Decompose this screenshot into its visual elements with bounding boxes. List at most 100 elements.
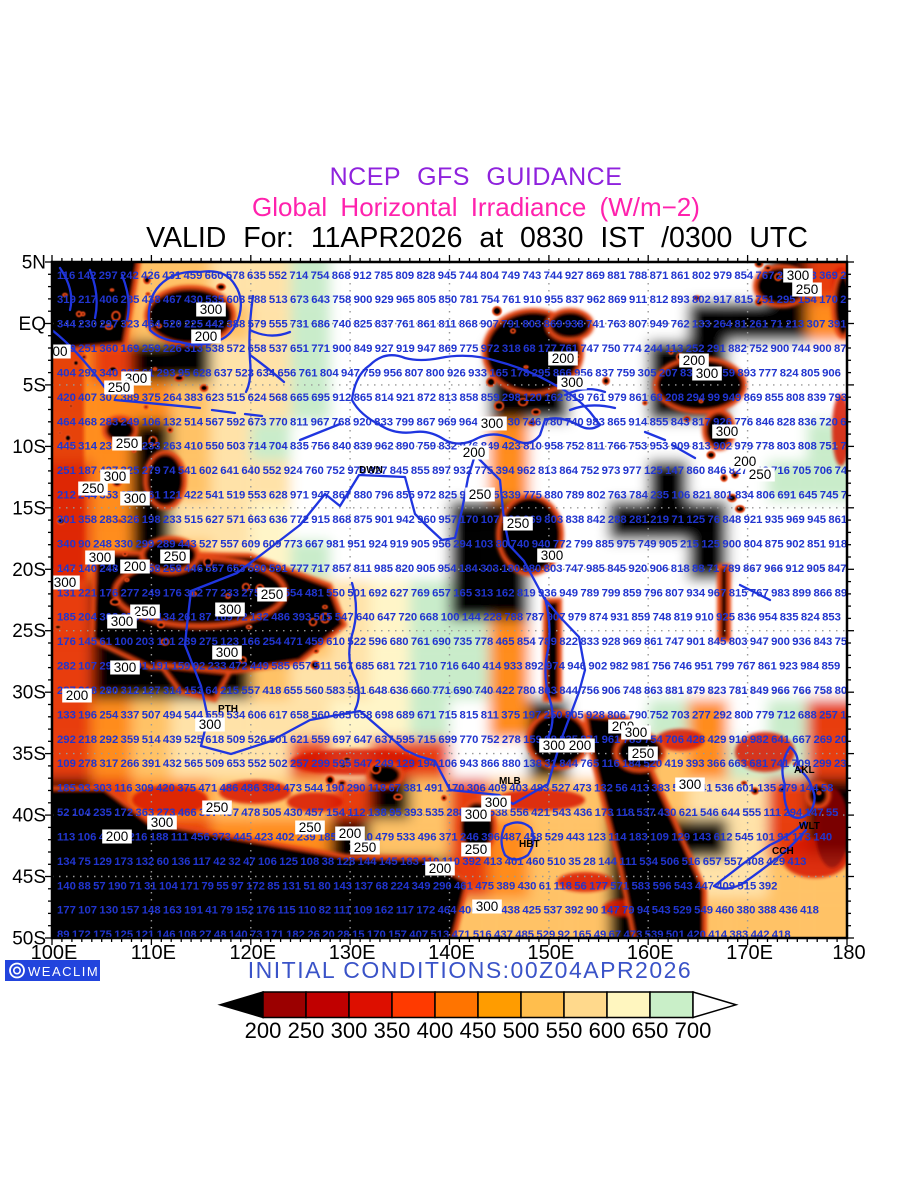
svg-text:15S: 15S xyxy=(12,498,46,519)
svg-text:250: 250 xyxy=(134,604,157,619)
svg-text:147 140 248 306 158 258 446 55: 147 140 248 306 158 258 446 557 653 590 … xyxy=(57,563,847,575)
svg-text:185 204 308 273 88 134 261 87: 185 204 308 273 88 134 261 87 169 72 132… xyxy=(57,612,841,624)
svg-text:VALID For: 11APR2026 at 0830 I: VALID For: 11APR2026 at 0830 IST /0300 U… xyxy=(146,222,808,254)
svg-text:404 292 340 225 61 293 95 628: 404 292 340 225 61 293 95 628 637 523 63… xyxy=(57,368,841,380)
svg-text:300: 300 xyxy=(104,469,127,484)
svg-text:300: 300 xyxy=(481,416,504,431)
svg-text:00: 00 xyxy=(52,344,67,359)
svg-text:340 90 248 330 299 289 443 527: 340 90 248 330 299 289 443 527 557 609 6… xyxy=(57,538,847,550)
svg-text:250: 250 xyxy=(507,516,530,531)
svg-text:300: 300 xyxy=(216,645,239,660)
svg-text:PTH: PTH xyxy=(218,704,238,715)
svg-text:250: 250 xyxy=(299,820,322,835)
svg-text:116 142 297 242 426 431 459 66: 116 142 297 242 426 431 459 660 578 635 … xyxy=(57,270,859,282)
svg-text:185 93 303 116 309 420 375 471: 185 93 303 116 309 420 375 471 486 486 3… xyxy=(57,783,833,795)
svg-text:20S: 20S xyxy=(12,560,46,581)
svg-text:170E: 170E xyxy=(726,942,773,964)
svg-text:250: 250 xyxy=(206,800,229,815)
svg-text:200: 200 xyxy=(429,861,452,876)
svg-text:200: 200 xyxy=(106,829,129,844)
svg-text:300: 300 xyxy=(716,424,739,439)
svg-text:Global Horizontal Irradiance (: Global Horizontal Irradiance (W/m−2) xyxy=(252,192,700,222)
svg-text:300: 300 xyxy=(331,1018,368,1043)
svg-text:140 88 57 190 71 31 104 171 79: 140 88 57 190 71 31 104 171 79 55 97 172… xyxy=(57,880,777,892)
svg-text:100E: 100E xyxy=(31,942,78,964)
svg-text:40S: 40S xyxy=(12,806,46,827)
svg-text:292 218 292 359 514 439 525 61: 292 218 292 359 514 439 525 618 509 526 … xyxy=(57,734,854,746)
svg-text:130E: 130E xyxy=(329,942,376,964)
svg-text:MLB: MLB xyxy=(499,776,521,787)
svg-text:EQ: EQ xyxy=(19,314,46,335)
svg-text:176 145 61 100 203 101 239 275: 176 145 61 100 203 101 239 275 123 166 2… xyxy=(57,636,854,648)
svg-text:250: 250 xyxy=(261,587,284,602)
svg-text:289 251 360 169 259 226 313 53: 289 251 360 169 259 226 313 538 572 658 … xyxy=(57,343,853,355)
svg-text:WLT: WLT xyxy=(799,821,820,832)
svg-text:300: 300 xyxy=(89,550,112,565)
svg-text:133 196 254 337 507 494 544 55: 133 196 254 337 507 494 544 559 534 606 … xyxy=(57,709,859,721)
svg-text:CCH: CCH xyxy=(772,846,794,857)
svg-text:250: 250 xyxy=(108,380,131,395)
svg-text:350: 350 xyxy=(374,1018,411,1043)
svg-text:45S: 45S xyxy=(12,867,46,888)
svg-text:450: 450 xyxy=(460,1018,497,1043)
svg-text:200: 200 xyxy=(569,738,592,753)
svg-text:300: 300 xyxy=(124,491,147,506)
svg-text:300: 300 xyxy=(787,268,810,283)
svg-text:180: 180 xyxy=(832,942,865,964)
svg-text:HBT: HBT xyxy=(519,839,540,850)
svg-text:464 468 283 249 106 132 514 56: 464 468 283 249 106 132 514 567 592 673 … xyxy=(57,416,859,428)
svg-text:250: 250 xyxy=(749,467,772,482)
svg-text:200: 200 xyxy=(195,329,218,344)
svg-text:25S: 25S xyxy=(12,621,46,642)
svg-text:600: 600 xyxy=(589,1018,626,1043)
svg-text:110E: 110E xyxy=(131,942,176,964)
svg-text:250: 250 xyxy=(82,481,105,496)
svg-text:250: 250 xyxy=(288,1018,325,1043)
svg-text:131 221 176 277 249 176 312 77: 131 221 176 277 249 176 312 77 233 275 2… xyxy=(57,587,854,599)
svg-text:250: 250 xyxy=(796,282,819,297)
svg-text:89 172 175 125 121 146 108 27: 89 172 175 125 121 146 108 27 48 140 73 … xyxy=(57,929,791,941)
svg-text:300: 300 xyxy=(543,738,566,753)
svg-text:WEACLIM: WEACLIM xyxy=(28,964,99,979)
svg-text:212 244 353 372 261 121 422 54: 212 244 353 372 261 121 422 541 519 553 … xyxy=(57,490,860,502)
svg-text:200: 200 xyxy=(66,688,89,703)
svg-text:DWN: DWN xyxy=(359,465,383,476)
svg-text:250: 250 xyxy=(354,840,377,855)
svg-text:287 218 280 312 127 314 153 64: 287 218 280 312 127 314 153 64 215 557 4… xyxy=(57,685,854,697)
svg-text:140E: 140E xyxy=(428,942,475,964)
svg-text:251 187 427 325 279 74 541 602: 251 187 427 325 279 74 541 602 641 640 5… xyxy=(57,465,854,477)
svg-text:445 314 230 313 233 263 410 55: 445 314 230 313 233 263 410 550 503 714 … xyxy=(57,441,859,453)
svg-text:250: 250 xyxy=(116,436,139,451)
svg-text:250: 250 xyxy=(164,549,187,564)
svg-text:300: 300 xyxy=(561,375,584,390)
svg-text:200: 200 xyxy=(734,454,757,469)
svg-text:52 104 235 172 363 273 466 397: 52 104 235 172 363 273 466 397 407 478 5… xyxy=(57,807,838,819)
svg-text:5S: 5S xyxy=(23,375,46,396)
svg-text:300: 300 xyxy=(200,302,223,317)
svg-text:300: 300 xyxy=(111,614,134,629)
svg-text:700: 700 xyxy=(675,1018,712,1043)
svg-text:420 407 307 389 375 264 383 62: 420 407 307 389 375 264 383 623 515 624 … xyxy=(57,392,847,404)
svg-text:344 230 297 323 464 520 225 44: 344 230 297 323 464 520 225 442 388 579 … xyxy=(57,319,847,331)
svg-text:200: 200 xyxy=(245,1018,282,1043)
svg-text:300: 300 xyxy=(485,795,508,810)
svg-text:177 107 130 157 148 163 191 41: 177 107 130 157 148 163 191 41 79 152 17… xyxy=(57,905,819,917)
svg-text:INITIAL CONDITIONS:00Z04APR202: INITIAL CONDITIONS:00Z04APR2026 xyxy=(248,957,692,983)
svg-text:30S: 30S xyxy=(12,683,46,704)
svg-text:300: 300 xyxy=(679,777,702,792)
svg-text:10S: 10S xyxy=(12,437,46,458)
svg-text:5N: 5N xyxy=(22,253,46,274)
svg-text:200: 200 xyxy=(124,559,147,574)
svg-text:300: 300 xyxy=(219,602,242,617)
svg-text:300: 300 xyxy=(625,725,648,740)
svg-text:35S: 35S xyxy=(12,744,46,765)
svg-text:200: 200 xyxy=(552,351,575,366)
svg-text:300: 300 xyxy=(476,899,499,914)
svg-text:160E: 160E xyxy=(627,942,674,964)
svg-text:AKL: AKL xyxy=(794,765,815,776)
svg-text:300: 300 xyxy=(696,366,719,381)
svg-text:650: 650 xyxy=(632,1018,669,1043)
svg-text:120E: 120E xyxy=(229,942,276,964)
svg-text:301 358 283 326 198 233 515 62: 301 358 283 326 198 233 515 627 571 663 … xyxy=(57,514,847,526)
svg-text:150E: 150E xyxy=(528,942,575,964)
